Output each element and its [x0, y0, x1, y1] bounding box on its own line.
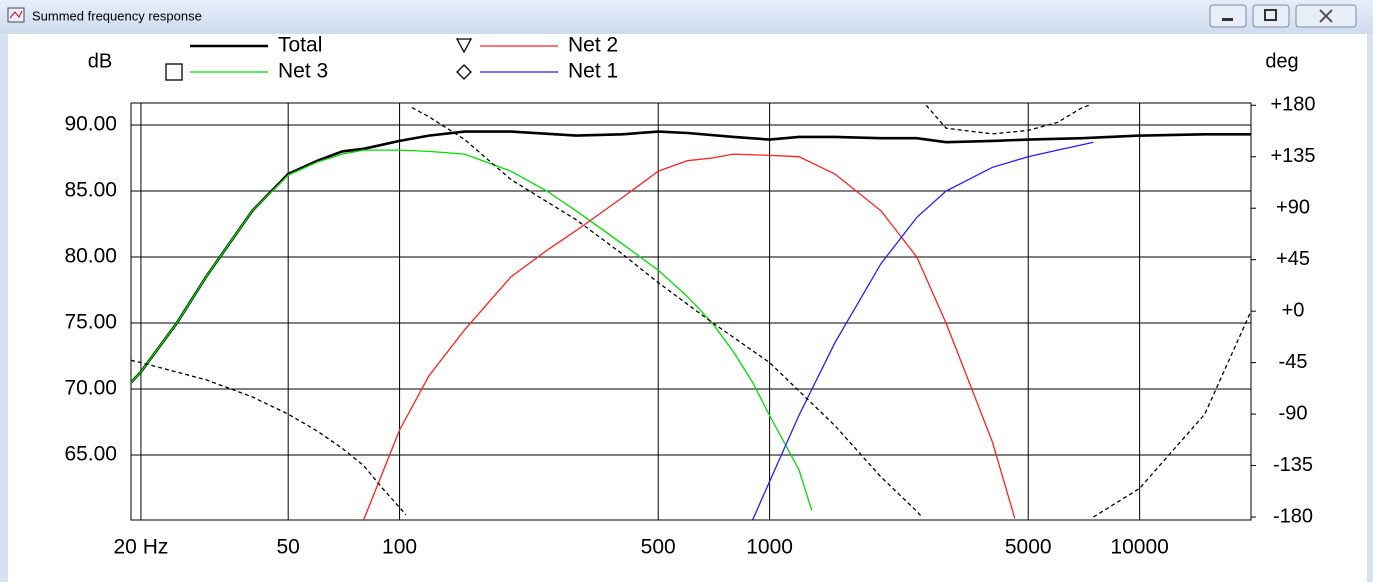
window-icon	[7, 7, 25, 23]
x-tick-label: 1000	[746, 536, 793, 559]
response-line	[131, 130, 1251, 384]
y-tick-label: 80.00	[64, 245, 117, 268]
maximize-button[interactable]	[1252, 4, 1290, 28]
response-line	[363, 153, 1016, 520]
y2-tick-label: +135	[1270, 145, 1315, 167]
legend-marker	[456, 64, 472, 80]
x-tick-label: 100	[382, 536, 417, 559]
y2-tick-label: +45	[1276, 248, 1310, 270]
close-button[interactable]	[1295, 4, 1357, 28]
window-icon-glyph	[9, 10, 23, 19]
legend-marker	[455, 38, 473, 54]
y2-tick-label: +180	[1270, 94, 1315, 116]
y2-tick-label: +0	[1282, 299, 1305, 321]
y2-tick-label: -135	[1273, 454, 1313, 476]
legend-label: Net 3	[278, 60, 328, 83]
y-axis-label: dB	[88, 50, 112, 72]
y2-tick-label: -45	[1279, 351, 1308, 373]
response-line	[131, 149, 813, 511]
y2-tick-label: -180	[1273, 505, 1313, 527]
legend-label: Total	[278, 34, 322, 57]
x-tick-label: 50	[277, 536, 300, 559]
legend-label: Net 2	[568, 34, 618, 57]
window-title: Summed frequency response	[32, 8, 202, 23]
y2-tick-label: +90	[1276, 197, 1310, 219]
plot: 65.00 70.00 75.00 80.00 85.00 90.00 +180 +135 +9…	[64, 94, 1315, 559]
y-tick-label: 90.00	[64, 113, 117, 136]
title-bar	[0, 0, 1373, 34]
client-area	[8, 34, 1367, 582]
x-tick-label: 20 Hz	[114, 536, 169, 559]
y-tick-label: 70.00	[64, 377, 117, 400]
legend-marker	[165, 63, 183, 81]
y-tick-label: 75.00	[64, 311, 117, 334]
y2-axis-label: deg	[1265, 50, 1298, 72]
response-line	[752, 141, 1094, 520]
y-tick-label: 65.00	[64, 443, 117, 466]
phase-line	[131, 104, 1251, 518]
y-tick-label: 85.00	[64, 179, 117, 202]
x-tick-label: 5000	[1005, 536, 1052, 559]
x-tick-label: 10000	[1110, 536, 1168, 559]
legend-label: Net 1	[568, 60, 618, 83]
minimize-button[interactable]	[1209, 4, 1247, 28]
y2-tick-label: -90	[1279, 402, 1308, 424]
x-tick-label: 500	[641, 536, 676, 559]
plot-frame	[130, 102, 1252, 521]
